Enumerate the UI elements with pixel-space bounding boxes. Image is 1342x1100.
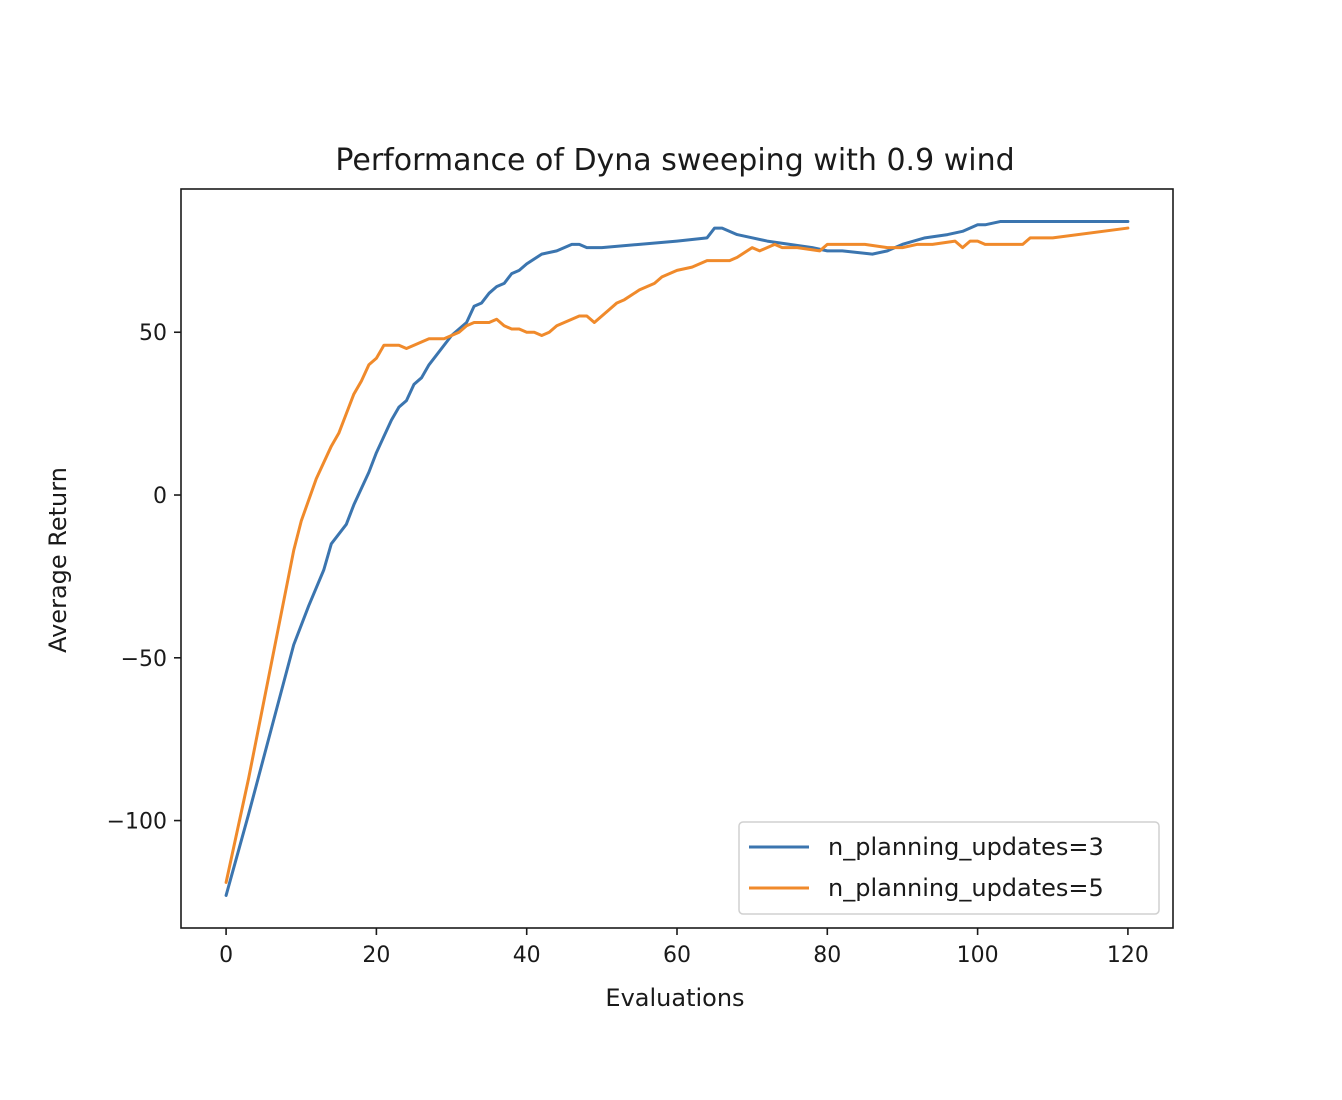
legend-box bbox=[738, 821, 1160, 915]
legend-label-series-1: n_planning_updates=3 bbox=[828, 833, 1104, 861]
y-tick-label: 0 bbox=[153, 484, 167, 509]
series-line-1 bbox=[224, 220, 1130, 897]
x-tick-label: 120 bbox=[1107, 943, 1149, 968]
series-layer bbox=[224, 220, 1130, 897]
x-tick-label: 20 bbox=[362, 943, 390, 968]
x-tick-label: 60 bbox=[663, 943, 691, 968]
x-tick-label: 80 bbox=[813, 943, 841, 968]
y-tick-label: 50 bbox=[139, 321, 167, 346]
x-axis-ticks: 0 20 40 60 80 100 120 bbox=[219, 928, 1149, 968]
x-axis-label: Evaluations bbox=[605, 984, 744, 1012]
x-tick-label: 0 bbox=[219, 943, 233, 968]
y-axis-ticks: −100 −50 0 50 bbox=[107, 321, 181, 835]
x-tick-label: 40 bbox=[513, 943, 541, 968]
legend: n_planning_updates=3 n_planning_updates=… bbox=[738, 821, 1160, 915]
y-tick-label: −50 bbox=[121, 647, 167, 672]
series-line-2 bbox=[224, 226, 1130, 884]
x-tick-label: 100 bbox=[957, 943, 999, 968]
y-axis-label: Average Return bbox=[44, 467, 72, 653]
legend-label-series-2: n_planning_updates=5 bbox=[828, 874, 1104, 902]
plot-area-frame bbox=[180, 188, 1174, 929]
chart-title: Performance of Dyna sweeping with 0.9 wi… bbox=[335, 143, 1014, 178]
y-tick-label: −100 bbox=[107, 810, 167, 835]
